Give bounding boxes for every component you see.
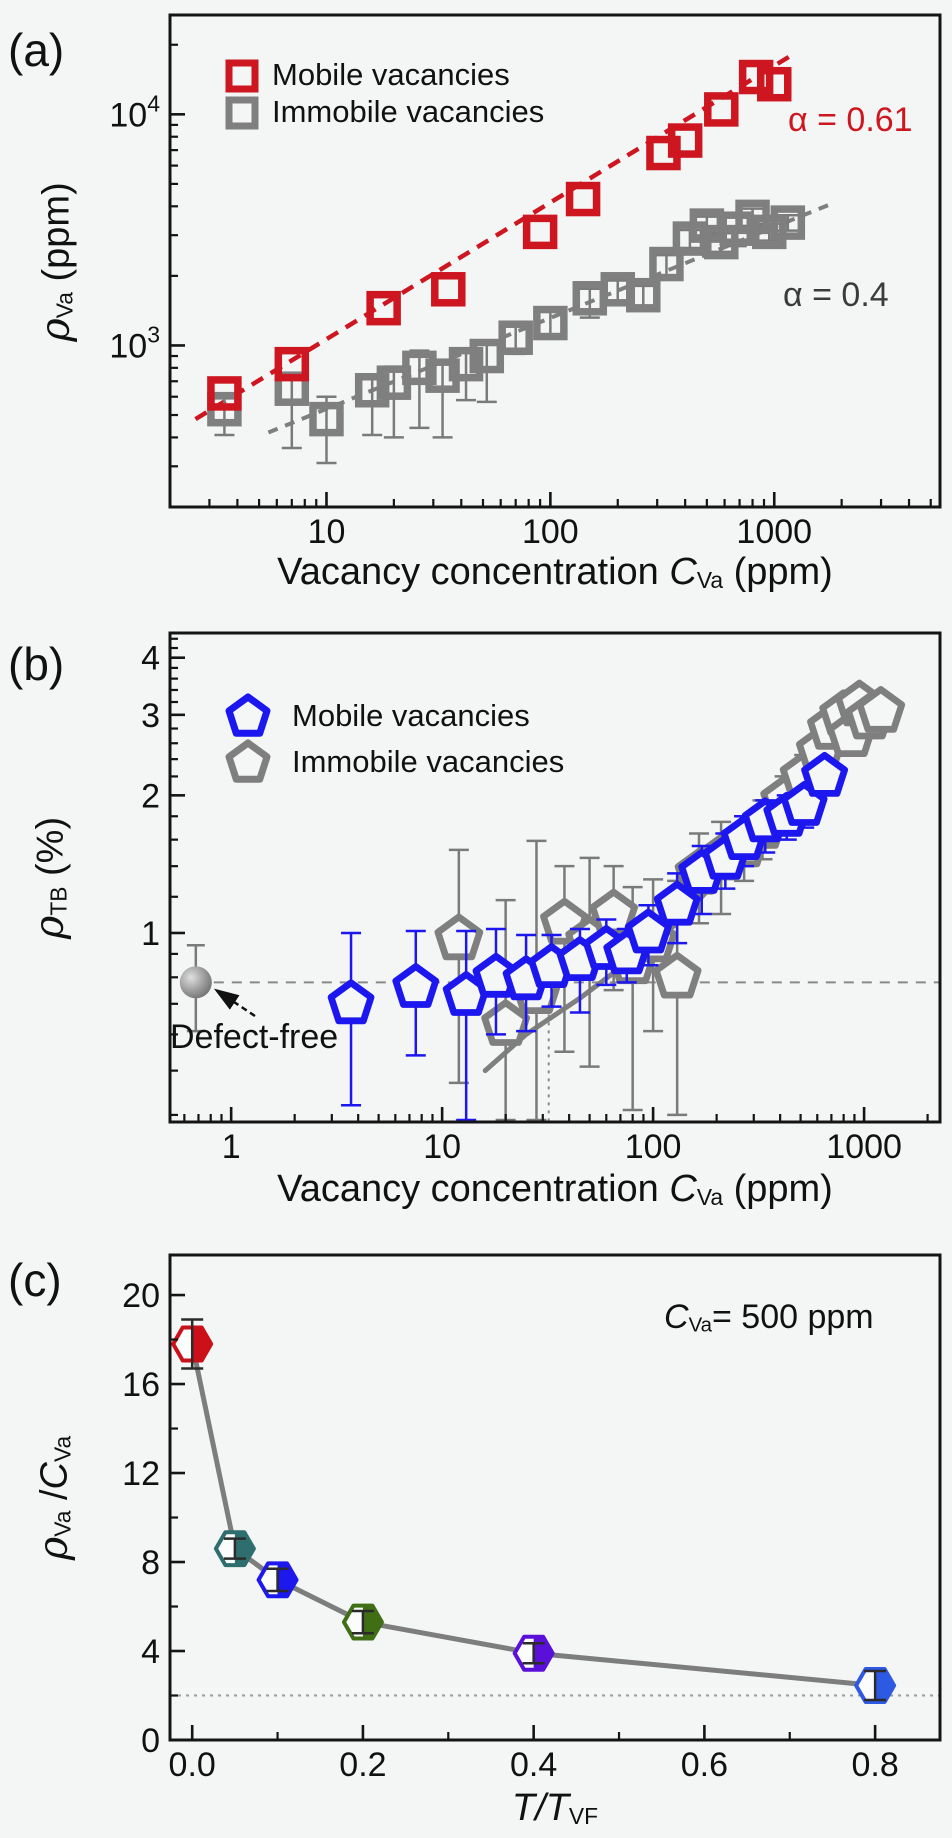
- panel-a-label: (a): [8, 24, 65, 76]
- pentagon-marker: [856, 686, 906, 733]
- pentagon-marker: [327, 979, 375, 1025]
- square-marker: [366, 290, 401, 326]
- legend-a-mobile-label: Mobile vacancies: [272, 57, 510, 92]
- panel-a-y-tick-label: 104: [109, 90, 160, 134]
- panel-c-y-tick-label: 12: [122, 1455, 160, 1493]
- legend-pentagon-immobile: [225, 739, 271, 783]
- panel-a-x-tick-label: 100: [522, 513, 579, 551]
- square-marker: [354, 372, 390, 408]
- square-marker: [626, 277, 661, 313]
- panel-a-x-axis-title: Vacancy concentration CVa (ppm): [277, 551, 833, 593]
- hexagon-marker: [171, 1325, 214, 1363]
- panel-c-y-tick-label: 4: [141, 1633, 160, 1671]
- square-marker: [667, 123, 703, 158]
- square-marker: [752, 214, 787, 250]
- panel-a-legend-markers: [225, 59, 259, 130]
- panel-c-y-tick-label: 8: [141, 1544, 160, 1582]
- panel-a-frame: [168, 13, 942, 509]
- pentagon-marker: [434, 913, 484, 961]
- legend-square-mobile: [225, 59, 259, 93]
- pentagon-marker: [392, 963, 440, 1008]
- pentagon-marker: [653, 880, 701, 926]
- panel-c-x-tick-label: 0.8: [851, 1746, 898, 1784]
- square-marker: [522, 214, 558, 250]
- panel-a-plot: [194, 50, 833, 465]
- panel-b-frame: [168, 631, 942, 1124]
- panel-c-x-axis-title: T/TVF: [511, 1787, 599, 1829]
- defect-free-arrow: [213, 988, 256, 1018]
- square-marker: [469, 338, 505, 374]
- panel-a-y-axis-title: ρVa (ppm): [32, 182, 79, 342]
- panel-c-y-axis-title: ρVa /CVa: [30, 1435, 77, 1561]
- defect-free-point: [179, 944, 212, 1033]
- square-marker: [649, 246, 684, 282]
- alpha-mobile-annotation: α = 0.61: [788, 101, 913, 139]
- panel-c-axes: 0.0 0.2 0.4 0.6 0.8 0 4 8 12 16 20: [122, 1253, 942, 1784]
- panel-c-label: (c): [8, 1254, 62, 1306]
- panel-b-y-tick-label: 2: [141, 777, 160, 815]
- pentagon-marker: [652, 951, 702, 999]
- square-marker: [431, 272, 466, 307]
- panel-c-y-tick-label: 0: [141, 1722, 160, 1760]
- panel-b-x-tick-label: 10: [423, 1128, 461, 1166]
- square-marker: [533, 305, 568, 341]
- panel-b-label: (b): [8, 638, 65, 690]
- panel-b-y-tick-label: 4: [141, 640, 160, 678]
- square-marker: [738, 59, 774, 95]
- panel-b-x-tick-label: 100: [625, 1128, 682, 1166]
- panel-a-x-tick-label: 1000: [736, 513, 812, 551]
- square-marker: [402, 350, 437, 386]
- alpha-immobile-annotation: α = 0.4: [783, 276, 889, 314]
- panel-a-x-tick-label: 10: [308, 513, 346, 551]
- panel-b-plot: [179, 679, 940, 1122]
- connecting-line: [189, 1341, 878, 1688]
- panel-c-x-tick-label: 0.4: [510, 1746, 557, 1784]
- panel-c-x-tick-label: 0.0: [169, 1746, 216, 1784]
- panel-b-x-tick-label: 1000: [826, 1128, 902, 1166]
- square-marker: [704, 92, 739, 127]
- series-immobile-vacancies: [207, 199, 806, 465]
- square-marker: [565, 181, 601, 217]
- square-marker: [207, 376, 242, 411]
- legend-square-immobile: [225, 96, 259, 130]
- panel-a-y-tick-label: 103: [109, 321, 160, 365]
- pentagon-marker: [801, 752, 848, 797]
- panel-b-x-axis-title: Vacancy concentration CVa (ppm): [277, 1168, 833, 1210]
- panel-a-axes: 10 100 1000 103 104: [109, 13, 942, 551]
- panel-b-axes: 1 10 100 1000 1 2 3 4: [141, 631, 942, 1166]
- square-marker: [770, 205, 806, 240]
- panel-b-y-tick-label: 1: [141, 915, 160, 953]
- panel-c-plot: [170, 1318, 940, 1704]
- legend-b-mobile-label: Mobile vacancies: [292, 698, 530, 733]
- series-mobile-vacancies: [327, 752, 848, 1122]
- legend-b-immobile-label: Immobile vacancies: [292, 744, 565, 779]
- hexagon-marker: [256, 1561, 299, 1599]
- panel-c-y-tick-label: 20: [122, 1277, 160, 1315]
- hexagon-marker: [341, 1603, 384, 1641]
- panel-c-y-tick-label: 16: [122, 1366, 160, 1404]
- square-marker: [274, 346, 310, 382]
- square-marker: [756, 66, 792, 102]
- panel-c-x-tick-label: 0.2: [339, 1746, 386, 1784]
- defect-free-sphere: [179, 966, 212, 999]
- panel-b-y-tick-label: 3: [141, 697, 160, 735]
- defect-free-annotation: Defect-free: [170, 1018, 339, 1056]
- panel-b-x-tick-label: 1: [222, 1128, 241, 1166]
- panel-c-frame: [168, 1253, 942, 1742]
- fit-line-1: [194, 50, 798, 422]
- square-marker: [498, 320, 533, 355]
- cva-500ppm-annotation: CVa= 500 ppm: [664, 1298, 874, 1337]
- legend-a-immobile-label: Immobile vacancies: [272, 94, 545, 129]
- panel-b-y-axis-title: ρTB (%): [26, 816, 73, 940]
- panel-c-x-tick-label: 0.6: [681, 1746, 728, 1784]
- square-marker: [448, 346, 484, 382]
- square-marker: [309, 401, 344, 437]
- legend-pentagon-mobile: [225, 693, 271, 737]
- panel-b-legend-markers: [225, 693, 271, 783]
- series-mobile-vacancies: [207, 59, 792, 411]
